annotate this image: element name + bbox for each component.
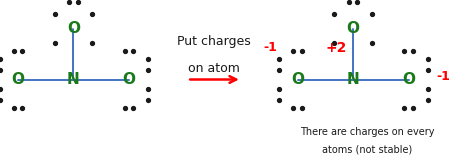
Text: O: O xyxy=(346,21,360,36)
Text: -1: -1 xyxy=(436,70,450,83)
Text: on atom: on atom xyxy=(188,62,240,75)
Text: +2: +2 xyxy=(326,41,347,55)
Text: Put charges: Put charges xyxy=(177,35,251,48)
Text: O: O xyxy=(402,72,415,87)
Text: N: N xyxy=(67,72,80,87)
Text: N: N xyxy=(347,72,359,87)
Text: O: O xyxy=(11,72,25,87)
Text: O: O xyxy=(67,21,80,36)
Text: O: O xyxy=(291,72,304,87)
Text: O: O xyxy=(122,72,136,87)
Text: There are charges on every: There are charges on every xyxy=(300,127,435,137)
Text: -1: -1 xyxy=(263,41,277,54)
Text: atoms (not stable): atoms (not stable) xyxy=(322,145,412,154)
